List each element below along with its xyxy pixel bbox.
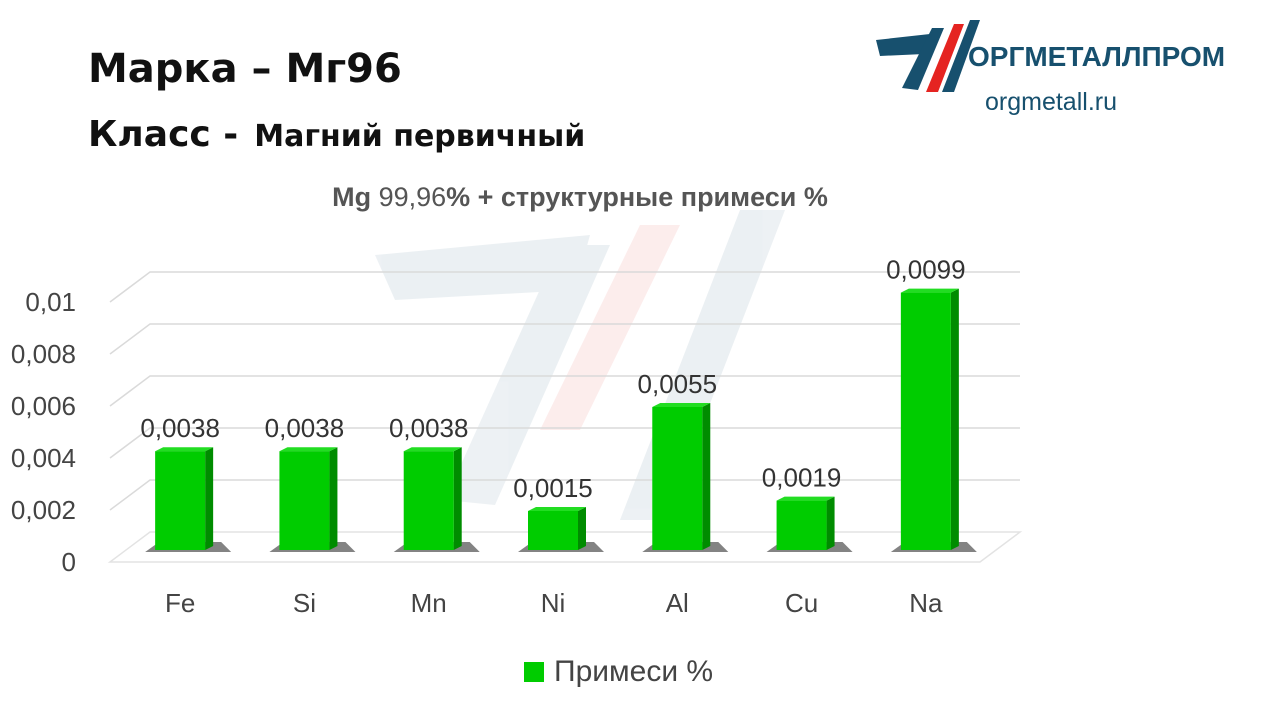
x-tick-label: Si <box>293 588 316 618</box>
legend-swatch <box>524 662 544 682</box>
bar-side <box>453 447 462 550</box>
bar-top <box>528 507 586 511</box>
bar-top <box>155 447 214 452</box>
bar-side <box>578 507 586 550</box>
bar-top <box>403 447 462 452</box>
bar-series: 0,0038 0,0038 0,0038 0,0015 0,0055 0,0019 0,00… <box>140 255 977 552</box>
y-tick-label: 0,01 <box>25 287 76 317</box>
y-tick-label: 0,004 <box>11 443 76 473</box>
x-tick-label: Mn <box>411 588 447 618</box>
bar-si <box>279 451 330 550</box>
y-axis: 0 0,002 0,004 0,006 0,008 0,01 <box>11 287 76 577</box>
chart-subtitle: Mg 99,96% + структурные примеси % <box>0 182 1160 213</box>
x-tick-label: Ni <box>541 588 566 618</box>
bar-group: 0,0055 <box>638 369 729 552</box>
grade-value: Мг96 <box>285 46 402 92</box>
bar-cu <box>776 500 827 550</box>
data-label: 0,0038 <box>389 413 469 443</box>
gridline <box>109 427 1020 459</box>
bar-group: 0,0019 <box>762 463 853 552</box>
orgmetall-logo-mark <box>876 20 980 92</box>
bar-side <box>826 496 835 550</box>
x-tick-label: Al <box>666 588 689 618</box>
y-tick-label: 0 <box>62 547 76 577</box>
class-value: Магний первичный <box>254 119 586 154</box>
logo-name: ОРГМЕТАЛЛПРОМ <box>968 41 1226 72</box>
data-label: 0,0055 <box>638 369 718 399</box>
bar-group: 0,0038 <box>265 413 356 552</box>
bar-mn <box>403 451 454 550</box>
class-label: Класс - <box>88 114 239 155</box>
chart-subtitle-element: Mg <box>332 182 372 212</box>
x-axis: Fe Si Mn Ni Al Cu Na <box>165 588 943 618</box>
bar-side <box>950 288 959 550</box>
y-tick-label: 0,006 <box>11 391 76 421</box>
grade-label: Марка <box>88 46 238 92</box>
x-tick-label: Fe <box>165 588 195 618</box>
x-tick-label: Cu <box>785 588 818 618</box>
chart-subtitle-purity: 99,96 <box>371 182 447 212</box>
data-label: 0,0099 <box>886 255 966 285</box>
bar-group: 0,0015 <box>513 473 604 552</box>
chart-subtitle-suffix: % + структурные примеси % <box>446 182 828 212</box>
grade-dash: – <box>251 46 272 92</box>
data-label: 0,0038 <box>265 413 345 443</box>
data-label: 0,0019 <box>762 463 842 493</box>
legend-label: Примеси % <box>554 655 714 688</box>
gridline <box>109 323 1020 355</box>
bar-na <box>900 292 951 550</box>
bar-top <box>776 496 835 501</box>
bar-side <box>702 403 711 550</box>
grade-heading: Марка – Мг96 <box>88 46 402 92</box>
bar-fe <box>155 451 206 550</box>
data-label: 0,0038 <box>140 413 220 443</box>
bar-group: 0,0099 <box>886 255 977 552</box>
bar-side <box>329 447 338 550</box>
gridline <box>109 375 1020 407</box>
y-tick-label: 0,008 <box>11 339 76 369</box>
y-tick-label: 0,002 <box>11 495 76 525</box>
gridline <box>109 479 1020 511</box>
gridline <box>109 271 1020 303</box>
bar-top <box>900 288 959 293</box>
x-tick-label: Na <box>909 588 943 618</box>
bar-ni <box>528 511 578 550</box>
bar-group: 0,0038 <box>140 413 232 552</box>
chart-legend: Примеси % <box>524 655 713 689</box>
bar-top <box>652 403 711 407</box>
bar-group: 0,0038 <box>389 413 480 552</box>
logo-url[interactable]: orgmetall.ru <box>985 88 1117 116</box>
bar-side <box>205 447 214 550</box>
class-heading: Класс - Магний первичный <box>88 114 585 155</box>
bar-al <box>652 407 703 550</box>
bar-top <box>279 447 338 452</box>
data-label: 0,0015 <box>513 473 593 503</box>
